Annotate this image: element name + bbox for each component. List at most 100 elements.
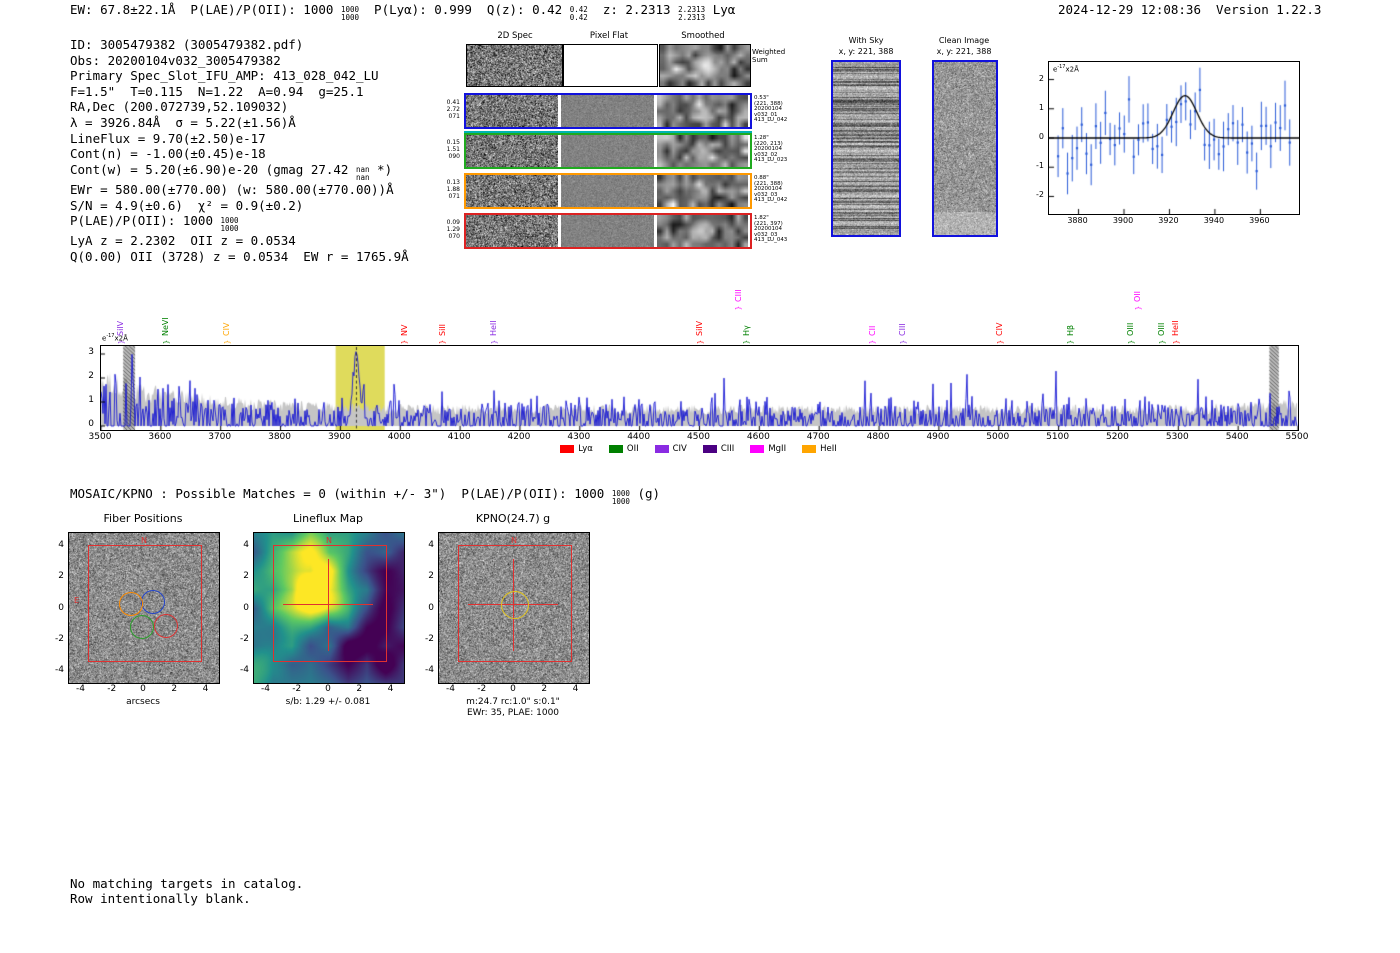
- clean-image-xy: x, y: 221, 388: [936, 47, 992, 56]
- legend-item: HeII: [802, 444, 837, 454]
- crosshair-horizontal: [283, 603, 373, 605]
- emission-line-label: CII: [867, 325, 877, 336]
- legend-swatch: [802, 445, 817, 453]
- spectrum-x-tick-label: 5500: [1285, 432, 1309, 442]
- compass-north-label: N: [511, 536, 517, 545]
- emission-line-label: HeII: [489, 320, 499, 336]
- fraction-bottom: 0.42: [569, 13, 588, 23]
- info-line: S/N = 4.9(±0.6) χ² = 0.9(±0.2): [70, 198, 409, 214]
- compass-north-label: N: [326, 536, 332, 545]
- panel-x-tick-label: -4: [76, 684, 85, 694]
- meta-line: v032_02: [754, 151, 778, 158]
- fraction-bottom: nan: [355, 172, 370, 182]
- catalog-note-1: No matching targets in catalog.: [70, 876, 304, 891]
- stat-value: 0.09: [446, 219, 460, 226]
- meta-line: 0.88": [754, 175, 769, 181]
- text-segment: EW: 67.8±22.1Å P(LAE)/P(OII): 1000: [70, 2, 341, 17]
- spectrum-x-tick-label: 4500: [687, 432, 710, 442]
- line-label-brace: {: [222, 339, 231, 345]
- panel-x-tick-label: 0: [140, 684, 146, 694]
- stacked-fraction: nan nan: [355, 165, 370, 182]
- meta-line: v032_01: [754, 111, 778, 118]
- spectrum-x-tick-label: 4600: [746, 432, 770, 442]
- spectrum-y-tick-label: 2: [88, 371, 94, 381]
- fraction-top: 1000: [340, 5, 359, 14]
- panel-y-tick-label: -2: [425, 633, 434, 644]
- info-line: Obs: 20200104v032_3005479382: [70, 53, 409, 69]
- zoom-units-label: e-17x2Å: [1053, 64, 1079, 74]
- text-segment: S/N = 4.9(±0.6) χ² = 0.9(±0.2): [70, 197, 304, 213]
- legend-item: Lyα: [560, 444, 593, 454]
- line-label-brace: {: [742, 339, 751, 345]
- emission-line-label: NeVI: [161, 317, 171, 336]
- legend-label: Lyα: [578, 444, 593, 454]
- spectrum-x-tick-label: 5100: [1046, 432, 1070, 442]
- line-label-brace: {: [161, 339, 170, 345]
- stat-value: 1.51: [446, 145, 460, 153]
- kpno-xlabel: m:24.7 rc:1.0" s:0.1": [466, 697, 560, 707]
- fraction-top: 0.42: [569, 5, 588, 14]
- fraction-bottom: 1000: [220, 224, 239, 234]
- meta-line: (221, 388): [754, 180, 783, 187]
- weighted-sum-label-line2: Sum: [752, 55, 768, 64]
- stat-value: 0.13: [446, 179, 460, 186]
- fraction-bottom: 1000: [611, 497, 630, 507]
- fiber-positions-xlabel: arcsecs: [126, 697, 160, 707]
- panel-y-tick-label: -2: [55, 633, 64, 644]
- line-label-brace: {: [1171, 339, 1180, 345]
- info-line: LyA z = 2.2302 OII z = 0.0534: [70, 233, 409, 249]
- text-segment: MOSAIC/KPNO : Possible Matches = 0 (with…: [70, 486, 612, 501]
- line-label-brace: {: [1157, 339, 1166, 345]
- row-1-smoothed-image: [657, 95, 748, 127]
- emission-line-label: Hγ: [741, 325, 751, 336]
- info-line: ID: 3005479382 (3005479382.pdf): [70, 37, 409, 53]
- meta-line: 20200104: [754, 226, 782, 233]
- line-label-brace: {: [1126, 339, 1135, 345]
- header-summary-line: EW: 67.8±22.1Å P(LAE)/P(OII): 1000 1000 1…: [70, 2, 735, 22]
- emission-line-label: CIII: [898, 323, 908, 336]
- fiber-circle: [141, 590, 165, 614]
- row-1-left-stats: 0.41 2.72 071: [434, 99, 460, 120]
- line-label-brace: {: [898, 339, 907, 345]
- meta-line: 413_LU_043: [754, 237, 788, 244]
- emission-line-label: SiIV: [695, 320, 705, 336]
- legend-label: HeII: [820, 444, 837, 454]
- panel-y-tick-label: 0: [58, 602, 64, 613]
- fiber-circle: [130, 615, 154, 639]
- line-label-brace: {: [1133, 305, 1142, 311]
- fiber-circle: [154, 614, 178, 638]
- emission-line-label: OIII: [1126, 322, 1136, 336]
- meta-line: v032_03: [754, 231, 778, 238]
- meta-line: 20200104: [754, 106, 782, 113]
- info-line: F=1.5" T=0.115 N=1.22 A=0.94 g=25.1: [70, 84, 409, 100]
- panel-y-tick-label: 4: [428, 540, 434, 550]
- meta-line: v032_03: [754, 191, 778, 198]
- legend-item: CIV: [654, 444, 687, 454]
- legend-label: CIII: [720, 444, 735, 454]
- spectrum-x-tick-label: 4000: [387, 432, 411, 442]
- weighted-marker-line: [464, 131, 752, 133]
- panel-y-tick-label: 0: [428, 602, 434, 613]
- text-segment: Lyα: [705, 2, 736, 17]
- info-line: Primary Spec_Slot_IFU_AMP: 413_028_042_L…: [70, 68, 409, 84]
- meta-line: 0.53": [754, 95, 769, 101]
- panel-y-tick-label: 4: [243, 540, 249, 550]
- line-fit-zoom-canvas: [1049, 62, 1299, 214]
- stacked-fraction: 1000 1000: [611, 489, 630, 507]
- meta-line: 1.28": [754, 135, 769, 141]
- line-label-brace: {: [400, 339, 409, 345]
- row-2-left-stats: 0.15 1.51 090: [434, 139, 460, 160]
- fiber-positions-title: Fiber Positions: [103, 512, 183, 525]
- text-segment: LineFlux = 9.70(±2.50)e-17: [70, 130, 266, 146]
- legend-swatch: [608, 445, 623, 453]
- text-segment: P(Lyα): 0.999 Q(z): 0.42: [359, 2, 570, 17]
- emission-line-label: CIII: [733, 289, 743, 302]
- stat-value: 0.41: [446, 99, 460, 106]
- row-4-right-meta: 1.82" (221, 397) 20200104 v032_03 413_LU_043: [754, 215, 800, 244]
- legend-label: MgII: [768, 444, 787, 454]
- stacked-fraction: 2.2313 2.2313: [678, 5, 705, 22]
- panel-x-tick-label: -4: [446, 684, 455, 694]
- spectrum-x-tick-label: 5400: [1225, 432, 1249, 442]
- zoom-y-tick-label: -2: [1036, 190, 1044, 200]
- meta-line: 413_LU_023: [754, 157, 788, 164]
